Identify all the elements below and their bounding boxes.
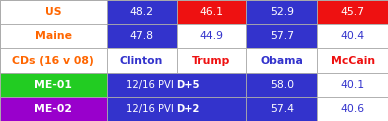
- Text: 12/16 PVI: 12/16 PVI: [126, 104, 177, 114]
- Text: 58.0: 58.0: [270, 80, 294, 90]
- Bar: [0, 48, 107, 73]
- Text: ME-01: ME-01: [35, 80, 72, 90]
- Bar: [317, 24, 388, 48]
- Bar: [0, 24, 107, 48]
- Text: 48.2: 48.2: [130, 7, 154, 17]
- Text: US: US: [45, 7, 62, 17]
- Bar: [107, 0, 177, 24]
- Text: Maine: Maine: [35, 31, 72, 41]
- Bar: [317, 48, 388, 73]
- Text: 40.1: 40.1: [341, 80, 365, 90]
- Bar: [107, 73, 246, 97]
- Text: 40.6: 40.6: [341, 104, 365, 114]
- Bar: [317, 73, 388, 97]
- Bar: [177, 24, 246, 48]
- Bar: [107, 48, 177, 73]
- Text: Trump: Trump: [192, 56, 230, 65]
- Text: 47.8: 47.8: [130, 31, 154, 41]
- Bar: [107, 97, 246, 121]
- Bar: [0, 73, 107, 97]
- Text: CDs (16 v 08): CDs (16 v 08): [12, 56, 94, 65]
- Text: 57.4: 57.4: [270, 104, 294, 114]
- Text: 46.1: 46.1: [199, 7, 223, 17]
- Bar: [246, 73, 317, 97]
- Bar: [246, 97, 317, 121]
- Bar: [107, 24, 177, 48]
- Text: 44.9: 44.9: [199, 31, 223, 41]
- Bar: [177, 0, 246, 24]
- Text: D+5: D+5: [177, 80, 200, 90]
- Text: ME-02: ME-02: [35, 104, 72, 114]
- Bar: [317, 97, 388, 121]
- Bar: [0, 0, 107, 24]
- Text: 57.7: 57.7: [270, 31, 294, 41]
- Bar: [246, 24, 317, 48]
- Text: 12/16 PVI: 12/16 PVI: [126, 80, 177, 90]
- Bar: [317, 0, 388, 24]
- Bar: [246, 48, 317, 73]
- Text: Clinton: Clinton: [120, 56, 163, 65]
- Text: 45.7: 45.7: [341, 7, 365, 17]
- Text: D+2: D+2: [177, 104, 200, 114]
- Text: Obama: Obama: [260, 56, 303, 65]
- Text: 52.9: 52.9: [270, 7, 294, 17]
- Text: 40.4: 40.4: [341, 31, 365, 41]
- Bar: [177, 48, 246, 73]
- Bar: [0, 97, 107, 121]
- Bar: [246, 0, 317, 24]
- Text: McCain: McCain: [331, 56, 375, 65]
